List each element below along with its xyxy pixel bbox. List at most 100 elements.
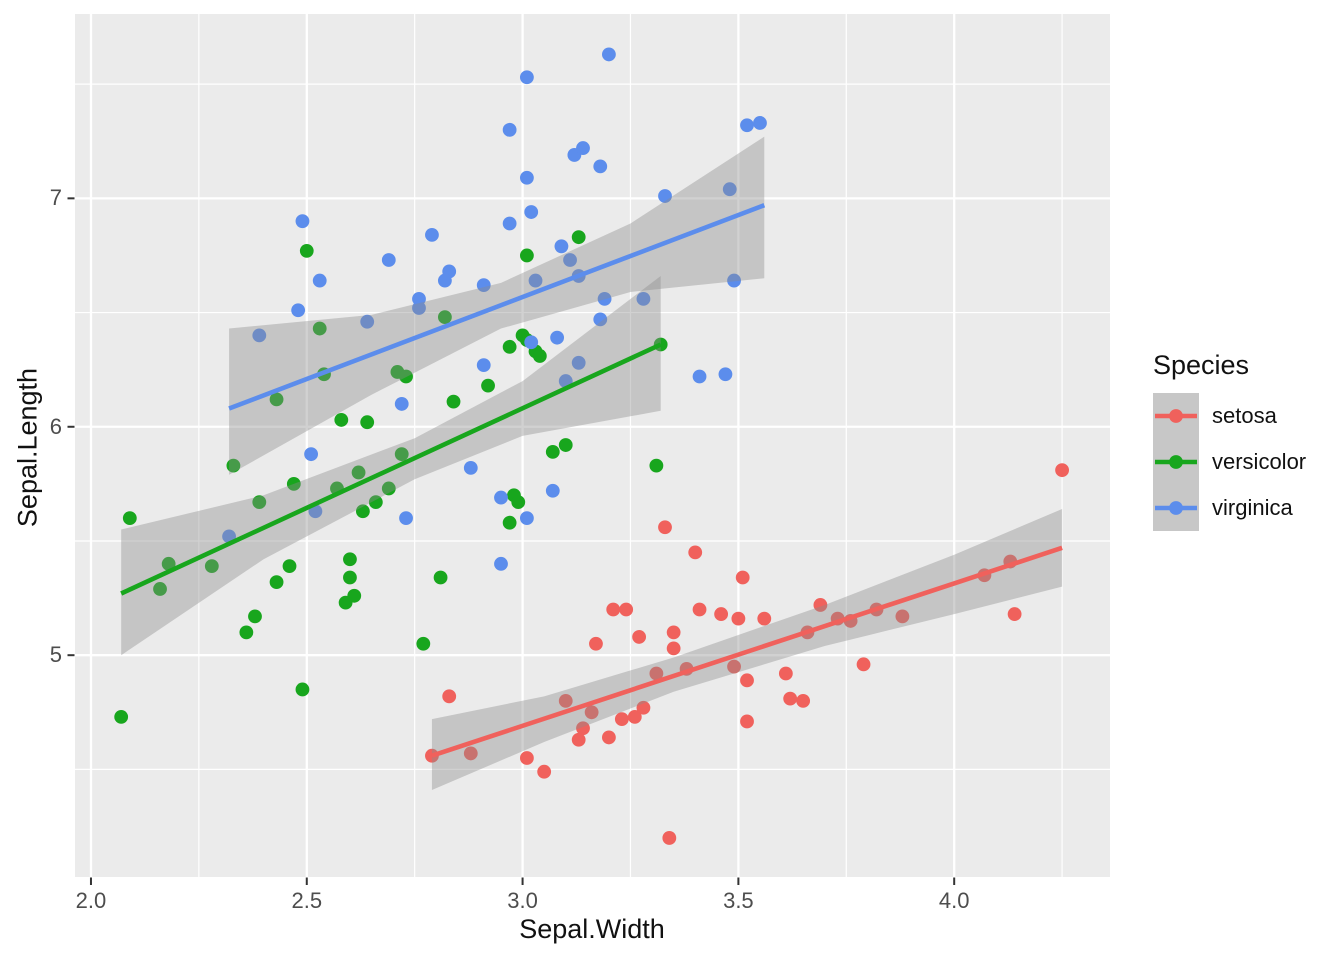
point-versicolor xyxy=(312,321,327,336)
point-versicolor xyxy=(502,339,517,354)
point-setosa xyxy=(619,602,634,617)
legend-entry-virginica: virginica xyxy=(1153,485,1306,531)
point-virginica xyxy=(519,170,534,185)
point-virginica xyxy=(636,291,651,306)
legend-key-glyph-icon xyxy=(1155,455,1197,469)
point-virginica xyxy=(597,291,612,306)
point-virginica xyxy=(692,369,707,384)
point-setosa xyxy=(519,751,534,765)
point-setosa xyxy=(692,602,707,617)
legend-title: Species xyxy=(1153,350,1250,380)
point-virginica xyxy=(563,253,577,267)
point-versicolor xyxy=(519,248,534,263)
point-versicolor xyxy=(295,682,310,697)
point-virginica xyxy=(602,47,616,62)
point-virginica xyxy=(554,239,569,254)
point-setosa xyxy=(571,732,586,747)
point-virginica xyxy=(740,118,754,133)
point-setosa xyxy=(783,691,798,706)
point-versicolor xyxy=(355,504,370,519)
confidence-band-versicolor xyxy=(121,276,661,656)
point-versicolor xyxy=(649,458,664,473)
point-virginica xyxy=(494,490,508,505)
point-virginica xyxy=(381,253,396,267)
point-versicolor xyxy=(571,230,586,245)
point-setosa xyxy=(576,721,590,736)
y-axis-title: Sepal.Length xyxy=(12,367,43,528)
point-versicolor xyxy=(161,556,176,571)
point-virginica xyxy=(437,273,452,288)
point-virginica xyxy=(593,159,608,174)
legend-entry-versicolor: versicolor xyxy=(1153,439,1306,485)
point-virginica xyxy=(753,116,767,130)
point-virginica xyxy=(722,182,737,197)
point-setosa xyxy=(537,764,552,779)
y-tick-label: 5 xyxy=(49,642,62,668)
y-tick-label: 7 xyxy=(49,185,62,211)
point-versicolor xyxy=(269,575,284,589)
point-versicolor xyxy=(343,570,357,585)
point-setosa xyxy=(714,607,729,621)
point-setosa xyxy=(731,611,746,626)
legend-entry-setosa: setosa xyxy=(1153,393,1306,439)
point-setosa xyxy=(636,700,651,715)
point-versicolor xyxy=(153,582,167,596)
point-virginica xyxy=(502,216,517,231)
legend-key-glyph-icon xyxy=(1155,409,1197,423)
point-virginica xyxy=(360,314,375,329)
point-setosa xyxy=(627,709,642,724)
x-tick-label: 2.0 xyxy=(75,888,107,913)
point-versicolor xyxy=(368,495,383,510)
x-tick-label: 3.5 xyxy=(723,888,754,913)
point-setosa xyxy=(740,714,754,729)
point-virginica xyxy=(519,511,534,526)
point-virginica xyxy=(528,273,543,288)
x-tick-label: 2.5 xyxy=(291,888,323,913)
point-virginica xyxy=(593,312,608,327)
point-versicolor xyxy=(252,495,267,510)
point-setosa xyxy=(606,602,621,617)
point-versicolor xyxy=(446,394,461,409)
point-virginica xyxy=(727,273,741,288)
point-virginica xyxy=(524,335,539,350)
point-virginica xyxy=(252,328,267,343)
point-setosa xyxy=(666,641,681,656)
point-virginica xyxy=(545,483,560,498)
regression-line-virginica xyxy=(228,203,766,411)
legend-label-versicolor: versicolor xyxy=(1212,449,1307,474)
point-virginica xyxy=(425,227,439,242)
point-virginica xyxy=(502,122,517,137)
y-tick-label: 6 xyxy=(49,413,62,439)
point-virginica xyxy=(571,355,586,370)
point-setosa xyxy=(778,666,793,681)
legend-label-virginica: virginica xyxy=(1212,495,1293,520)
point-versicolor xyxy=(269,392,284,407)
point-virginica xyxy=(519,70,534,85)
point-setosa xyxy=(649,666,664,681)
point-versicolor xyxy=(511,495,526,510)
point-setosa xyxy=(666,625,681,640)
point-setosa xyxy=(602,730,616,745)
regression-line-setosa xyxy=(431,545,1063,758)
point-virginica xyxy=(576,141,590,155)
point-versicolor xyxy=(416,636,431,651)
x-tick-label: 4.0 xyxy=(938,888,970,913)
point-versicolor xyxy=(399,369,413,384)
point-setosa xyxy=(658,520,672,535)
point-setosa xyxy=(727,659,741,674)
point-versicolor xyxy=(226,458,241,473)
point-versicolor xyxy=(437,310,452,325)
point-setosa xyxy=(735,570,750,585)
point-setosa xyxy=(589,636,603,651)
point-setosa xyxy=(1055,463,1069,478)
point-virginica xyxy=(412,301,426,315)
x-tick-label: 3.0 xyxy=(507,888,538,913)
point-virginica xyxy=(295,214,310,229)
point-virginica xyxy=(476,358,491,372)
point-versicolor xyxy=(532,349,547,363)
legend-rows: setosa versicolor virginica xyxy=(1153,393,1306,531)
x-axis-title: Sepal.Width xyxy=(519,914,665,944)
point-setosa xyxy=(813,598,828,612)
